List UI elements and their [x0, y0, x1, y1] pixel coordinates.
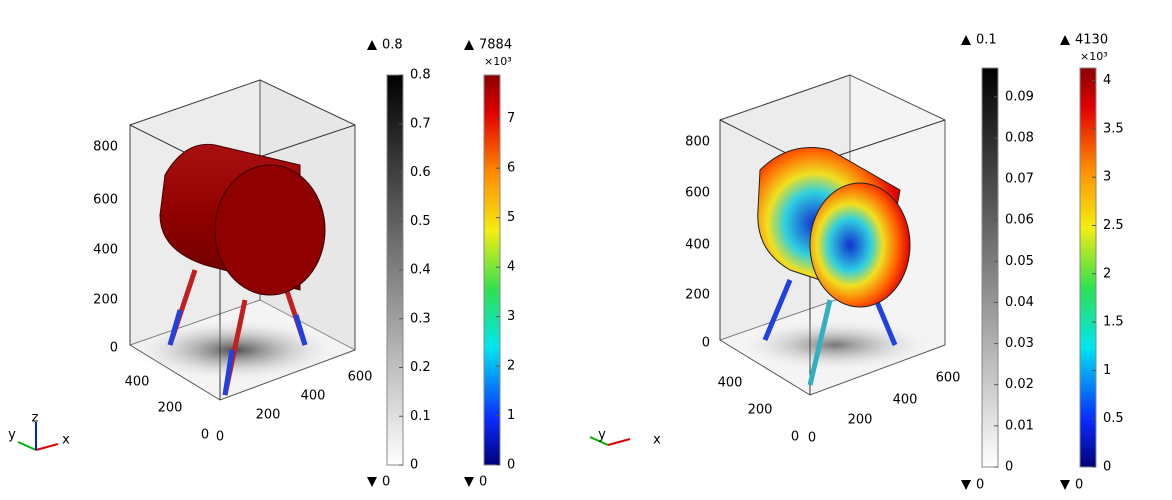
x-axis-tick-label: 200 [256, 408, 281, 423]
z-axis-tick-label: 400 [685, 238, 710, 253]
colorbar-tick-label: 7 [507, 111, 515, 126]
y-axis-tick-label: 400 [718, 376, 743, 391]
x-axis-tick-label: 200 [848, 413, 873, 428]
z-axis-tick-label: 200 [685, 288, 710, 303]
triad-label: y [8, 428, 16, 443]
colorbar-tick-label: 0.2 [410, 360, 431, 375]
colorbar-tick-label: 0.01 [1005, 418, 1034, 433]
z-axis-tick-label: 600 [93, 193, 118, 208]
colorbar-tick-label: 1.5 [1103, 315, 1124, 330]
y-axis-tick-label: 400 [125, 375, 150, 390]
min-marker [367, 477, 377, 487]
colorbar-tick-label: 0 [507, 458, 515, 473]
triad-arrow [17, 441, 37, 451]
z-axis-tick-label: 200 [93, 293, 118, 308]
triad-arrow [589, 436, 609, 446]
z-axis-tick-label: 400 [93, 243, 118, 258]
colorbar-tick-label: 4 [1103, 73, 1111, 88]
y-axis-tick-label: 0 [201, 428, 209, 443]
model-right [719, 74, 946, 396]
colorbar-max-label: 4130 [1075, 33, 1108, 48]
x-axis-tick-label: 0 [216, 430, 224, 445]
triad-arrow [607, 438, 631, 446]
colorbar-tick-label: 2 [507, 359, 515, 374]
colorbar-tick-label: 0.08 [1005, 130, 1034, 145]
colorbar-tick-label: 3 [507, 309, 515, 324]
max-marker [367, 40, 377, 50]
min-marker [464, 477, 474, 487]
colorbar-tick-label: 2 [1103, 266, 1111, 281]
x-axis-tick-label: 400 [893, 393, 918, 408]
colorbar-tick-label: 6 [507, 161, 515, 176]
triad-label: z [32, 411, 39, 426]
triad-label: y [598, 428, 606, 443]
colorbar-tick-label: 0 [1005, 460, 1013, 475]
z-axis-tick-label: 0 [702, 336, 710, 351]
colorbar [483, 74, 501, 466]
colorbar-tick-label: 2.5 [1103, 218, 1124, 233]
colorbar-tick-label: 0.09 [1005, 89, 1034, 104]
colorbar-tick-label: 3 [1103, 170, 1111, 185]
max-marker [1060, 35, 1070, 45]
colorbar-tick-label: 0.05 [1005, 254, 1034, 269]
colorbar-max-label: 7884 [479, 38, 512, 53]
colorbar-tick-label: 4 [507, 260, 515, 275]
min-marker [961, 480, 971, 490]
z-axis-tick-label: 800 [93, 140, 118, 155]
colorbar-tick-label: 0.3 [410, 311, 431, 326]
z-axis-tick-label: 0 [110, 341, 118, 356]
colorbar-tick-label: 0.5 [1103, 411, 1124, 426]
colorbar-tick-label: 0.04 [1005, 295, 1034, 310]
colorbar-tick-label: 3.5 [1103, 121, 1124, 136]
min-marker [1060, 480, 1070, 490]
colorbar-tick-label: 0.7 [410, 116, 431, 131]
colorbar [1079, 67, 1097, 468]
colorbar-tick-label: 0.07 [1005, 172, 1034, 187]
colorbar-tick-label: 1 [507, 408, 515, 423]
y-axis-tick-label: 0 [791, 430, 799, 445]
colorbar-exponent: ×10³ [1080, 50, 1108, 63]
colorbar-tick-label: 5 [507, 210, 515, 225]
triad-label: x [62, 433, 70, 448]
z-axis-tick-label: 800 [685, 135, 710, 150]
triad-arrow [35, 443, 59, 451]
colorbar-exponent: ×10³ [484, 55, 512, 68]
y-axis-tick-label: 200 [158, 401, 183, 416]
colorbar-tick-label: 0.4 [410, 263, 431, 278]
colorbar-max-label: 0.1 [976, 33, 997, 48]
max-marker [961, 35, 971, 45]
y-axis-tick-label: 200 [748, 403, 773, 418]
colorbar-min-label: 0 [976, 478, 984, 493]
colorbar-tick-label: 0 [410, 458, 418, 473]
colorbar-tick-label: 0.8 [410, 68, 431, 83]
colorbar [981, 67, 999, 468]
colorbar-tick-label: 0.5 [410, 214, 431, 229]
triad-label: x [653, 433, 661, 448]
model-left [129, 79, 356, 401]
colorbar-min-label: 0 [479, 475, 487, 490]
colorbar-tick-label: 0.03 [1005, 336, 1034, 351]
x-axis-tick-label: 600 [936, 371, 961, 386]
colorbar-tick-label: 1 [1103, 363, 1111, 378]
x-axis-tick-label: 400 [301, 389, 326, 404]
colorbar-min-label: 0 [382, 475, 390, 490]
colorbar-tick-label: 0.06 [1005, 213, 1034, 228]
x-axis-tick-label: 0 [808, 431, 816, 446]
colorbar-min-label: 0 [1075, 478, 1083, 493]
colorbar-tick-label: 0.1 [410, 409, 431, 424]
max-marker [464, 40, 474, 50]
x-axis-tick-label: 600 [348, 370, 373, 385]
colorbar-max-label: 0.8 [382, 38, 403, 53]
colorbar-tick-label: 0.02 [1005, 377, 1034, 392]
colorbar-tick-label: 0.6 [410, 165, 431, 180]
z-axis-tick-label: 600 [685, 186, 710, 201]
colorbar-tick-label: 0 [1103, 460, 1111, 475]
